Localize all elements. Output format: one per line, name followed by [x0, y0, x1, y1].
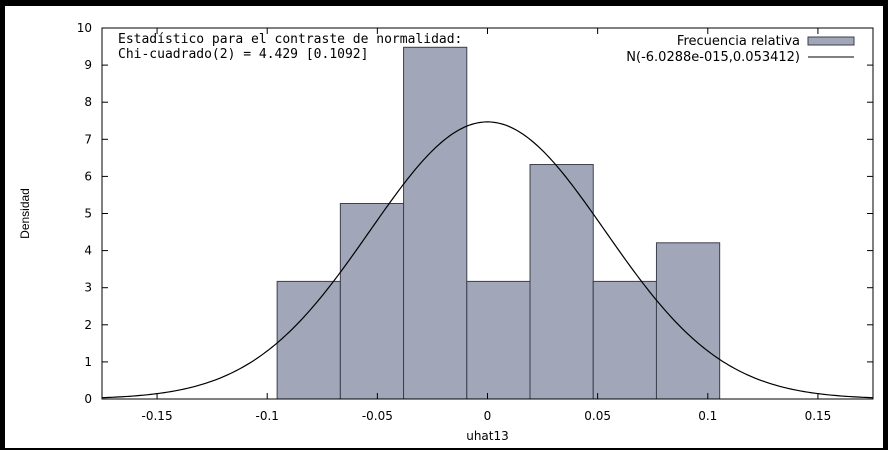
- histogram-bar: [529, 164, 594, 400]
- y-tick-label: 6: [84, 169, 92, 183]
- histogram-bar: [592, 280, 657, 400]
- normality-test-statistic: Chi-cuadrado(2) = 4.429 [0.1092]: [118, 47, 368, 62]
- normal-curve-layer: [101, 121, 874, 399]
- y-axis-label: Densidad: [18, 188, 32, 239]
- y-tick-label: 7: [84, 132, 92, 146]
- x-tick-label: -0.15: [142, 409, 173, 423]
- histogram-bar: [466, 280, 531, 400]
- x-tick-label: 0.1: [698, 409, 717, 423]
- x-tick-label: -0.05: [362, 409, 393, 423]
- y-tick-label: 1: [84, 355, 92, 369]
- x-tick-label: 0.05: [584, 409, 611, 423]
- y-tick-label: 9: [84, 58, 92, 72]
- histogram-bar: [339, 202, 405, 400]
- histogram-chart: 0 1 2 3 4 5 6 7 8 9 10 -0.15 -0.1 -0.05 0 0.05 0.1 0.15 E…: [18, 21, 874, 443]
- axis-ticks: [102, 27, 873, 400]
- axis-tick-labels: 0 1 2 3 4 5 6 7 8 9 10 -0.15 -0.1 -0.05 0 0.05 0.1 0.15: [77, 21, 832, 423]
- normality-test-title: Estadístico para el contraste de normali…: [118, 32, 462, 47]
- y-tick-label: 5: [84, 207, 92, 221]
- y-tick-label: 2: [84, 318, 92, 332]
- y-tick-label: 10: [77, 21, 92, 35]
- y-tick-label: 3: [84, 281, 92, 295]
- legend: Frecuencia relativa N(-6.0288e-015,0.053…: [626, 34, 855, 65]
- histogram-bar: [403, 46, 468, 400]
- y-tick-label: 0: [84, 392, 92, 406]
- x-tick-label: 0.15: [805, 409, 832, 423]
- legend-label-normal: N(-6.0288e-015,0.053412): [626, 50, 800, 65]
- x-tick-label: 0: [484, 409, 492, 423]
- y-tick-label: 4: [84, 244, 92, 258]
- histogram-bar: [276, 280, 341, 400]
- x-axis-label: uhat13: [466, 429, 509, 443]
- histogram-bar: [655, 242, 721, 400]
- legend-swatch-histogram: [807, 36, 855, 46]
- histogram-bars: [276, 46, 721, 400]
- plot-frame: 0 1 2 3 4 5 6 7 8 9 10 -0.15 -0.1 -0.05 0 0.05 0.1 0.15 E…: [5, 6, 883, 448]
- x-tick-label: -0.1: [256, 409, 279, 423]
- legend-label-histogram: Frecuencia relativa: [677, 34, 800, 49]
- normal-curve: [101, 121, 874, 399]
- y-tick-label: 8: [84, 95, 92, 109]
